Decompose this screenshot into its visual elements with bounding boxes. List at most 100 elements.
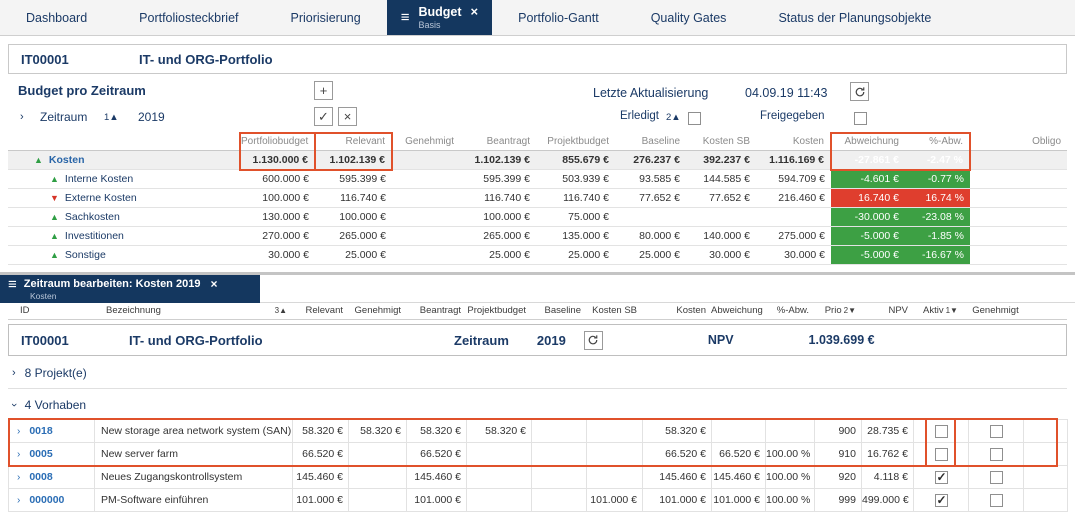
refresh-button[interactable] xyxy=(850,82,869,101)
cell: 30.000 € xyxy=(756,245,831,265)
column-header-beantragt[interactable]: Beantragt xyxy=(460,133,536,151)
cell-pabw: -1.85 % xyxy=(905,226,970,246)
cell: 100.000 € xyxy=(460,207,536,227)
hamburger-icon[interactable]: ≡ xyxy=(8,275,17,293)
refresh-icon xyxy=(855,86,864,96)
genehmigt-checkbox[interactable] xyxy=(989,424,1003,438)
cell xyxy=(686,207,756,227)
refresh-button[interactable] xyxy=(583,330,603,350)
freigegeben-checkbox[interactable] xyxy=(854,112,868,126)
erledigt-label[interactable]: Erledigt xyxy=(620,110,659,122)
hamburger-icon[interactable]: ≡ xyxy=(400,9,410,26)
cell-id: › 0018 xyxy=(8,419,95,443)
chevron-right-icon[interactable]: › xyxy=(17,426,21,437)
erledigt-checkbox[interactable] xyxy=(688,112,701,126)
row-label-cell[interactable]: ▲ Investitionen xyxy=(8,226,240,246)
chevron-right-icon[interactable]: › xyxy=(17,472,21,483)
row-label-cell[interactable]: ▼ Externe Kosten xyxy=(8,188,240,208)
column-header-obligo[interactable]: Obligo xyxy=(970,133,1067,151)
close-icon[interactable]: × xyxy=(470,3,479,19)
group-projekte[interactable]: › 8 Projekt(e) xyxy=(8,356,1067,389)
close-icon[interactable]: × xyxy=(210,277,218,292)
chevron-right-icon[interactable]: › xyxy=(12,367,16,379)
project-id-link[interactable]: 000000 xyxy=(29,494,65,506)
cell-aktiv xyxy=(913,419,969,443)
aktiv-checkbox[interactable] xyxy=(934,493,948,507)
column-header-genehmigt[interactable]: Genehmigt xyxy=(348,303,406,320)
column-header-kosten-sb[interactable]: Kosten SB xyxy=(686,133,756,151)
cell: 600.000 € xyxy=(240,169,315,189)
genehmigt-checkbox[interactable] xyxy=(989,470,1003,484)
column-header-genehmigt[interactable]: Genehmigt xyxy=(392,133,460,151)
row-label-cell[interactable]: ▲ Sonstige xyxy=(8,245,240,265)
column-header-pabw[interactable]: %-Abw. xyxy=(905,132,971,151)
cell-genehmigt xyxy=(348,488,407,512)
cell: 276.237 € xyxy=(615,150,686,170)
cell-pabw: 100.00 % xyxy=(765,488,815,512)
triangle-up-icon: ▲ xyxy=(34,155,43,165)
column-header-abweichung[interactable]: Abweichung xyxy=(711,303,765,320)
cell-kosten-sb xyxy=(586,419,643,443)
column-header-projektbudget[interactable]: Projektbudget xyxy=(536,133,615,151)
project-id-link[interactable]: 0008 xyxy=(29,471,53,483)
cell: 100.000 € xyxy=(240,188,315,208)
column-header-npv[interactable]: NPV xyxy=(861,303,913,320)
confirm-button[interactable]: ✓ xyxy=(314,107,333,126)
chevron-right-icon[interactable]: › xyxy=(17,495,21,506)
row-label-cell[interactable]: ▲ Sachkosten xyxy=(8,207,240,227)
cell: 100.000 € xyxy=(315,207,392,227)
genehmigt-checkbox[interactable] xyxy=(989,493,1003,507)
freigegeben-label[interactable]: Freigegeben xyxy=(760,110,825,122)
nav-tab-status-planungsobjekte[interactable]: Status der Planungsobjekte xyxy=(778,10,932,25)
aktiv-checkbox[interactable] xyxy=(934,447,948,461)
group-vorhaben[interactable]: › 4 Vorhaben xyxy=(8,389,1067,417)
cell: 25.000 € xyxy=(536,245,615,265)
row-label-cell[interactable]: ▲ Kosten xyxy=(8,150,240,170)
row-label: Sachkosten xyxy=(64,211,120,223)
nav-tab-portfolio-gantt[interactable]: Portfolio-Gantt xyxy=(518,10,599,25)
add-zeitraum-button[interactable]: + xyxy=(314,81,333,100)
column-header-abweichung[interactable]: Abweichung xyxy=(830,132,905,151)
genehmigt-checkbox[interactable] xyxy=(989,447,1003,461)
row-label-cell[interactable]: ▲ Interne Kosten xyxy=(8,169,240,189)
column-header-kosten[interactable]: Kosten xyxy=(642,303,711,320)
column-header-kosten-sb[interactable]: Kosten SB xyxy=(586,303,642,320)
column-header-relevant[interactable]: Relevant xyxy=(314,132,393,151)
cell-genehmigt-chk xyxy=(968,465,1024,489)
project-id-link[interactable]: 0018 xyxy=(29,425,53,437)
detail-tab[interactable]: ≡ Zeitraum bearbeiten: Kosten 2019 × Kos… xyxy=(0,275,260,303)
cell: 140.000 € xyxy=(686,226,756,246)
zeitraum-label[interactable]: Zeitraum xyxy=(40,110,88,124)
column-header-prio[interactable]: Prio 2▼ xyxy=(814,303,861,320)
nav-tab-priorisierung[interactable]: Priorisierung xyxy=(290,10,361,25)
column-header-aktiv[interactable]: Aktiv 1▼ xyxy=(913,303,968,320)
column-header-portfoliobudget[interactable]: Portfoliobudget xyxy=(239,132,316,151)
column-header-relevant[interactable]: Relevant xyxy=(292,303,348,320)
nav-tab-portfoliosteckbrief[interactable]: Portfoliosteckbrief xyxy=(139,10,239,25)
nav-tab-dashboard[interactable]: Dashboard xyxy=(26,10,88,25)
cell-aktiv xyxy=(913,442,969,466)
column-header-projektbudget[interactable]: Projektbudget xyxy=(466,303,531,320)
column-header-beantragt[interactable]: Beantragt xyxy=(406,303,466,320)
cell: 275.000 € xyxy=(756,226,831,246)
column-header-genehmigt2[interactable]: Genehmigt xyxy=(968,303,1023,320)
aktiv-checkbox[interactable] xyxy=(934,470,948,484)
column-header-baseline[interactable]: Baseline xyxy=(531,303,586,320)
portfolio-name: IT- und ORG-Portfolio xyxy=(139,51,273,67)
column-header-baseline[interactable]: Baseline xyxy=(615,133,686,151)
nav-tab-budget-active[interactable]: ≡ Budget × Basis xyxy=(386,0,493,35)
nav-tab-quality-gates[interactable]: Quality Gates xyxy=(650,10,727,25)
cell-beantragt: 101.000 € xyxy=(406,488,467,512)
column-header-kosten[interactable]: Kosten xyxy=(756,133,831,151)
cell-npv: 4.118 € xyxy=(861,465,914,489)
cancel-button[interactable]: × xyxy=(338,107,357,126)
column-header-bezeichnung[interactable]: Bezeichnung 3▲ xyxy=(94,303,292,320)
project-id-link[interactable]: 0005 xyxy=(29,448,53,460)
column-header-pabw[interactable]: %-Abw. xyxy=(765,303,814,320)
chevron-right-icon[interactable]: › xyxy=(20,111,24,123)
aktiv-checkbox[interactable] xyxy=(934,424,948,438)
chevron-down-icon[interactable]: › xyxy=(7,403,20,407)
cell-abweichung: -27.861 € xyxy=(830,150,905,171)
column-header-id[interactable]: ID xyxy=(8,303,94,320)
chevron-right-icon[interactable]: › xyxy=(17,449,21,460)
